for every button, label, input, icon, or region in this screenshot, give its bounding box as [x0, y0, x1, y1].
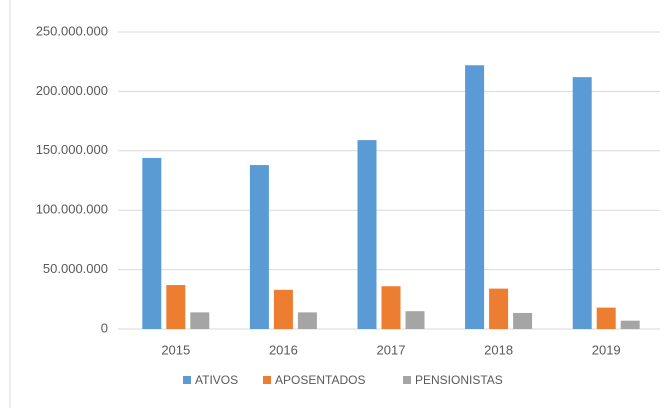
bar [297, 312, 317, 329]
bar [166, 285, 186, 329]
bar [357, 140, 377, 329]
bar [489, 288, 509, 329]
legend-label: ATIVOS [195, 373, 238, 387]
bar [249, 165, 269, 329]
bar [513, 312, 533, 329]
y-tick-label: 250.000.000 [36, 23, 108, 38]
legend-label: APOSENTADOS [275, 373, 365, 387]
bar [190, 312, 210, 329]
legend: ATIVOS APOSENTADOS PENSIONISTAS [183, 373, 503, 387]
y-tick-label: 100.000.000 [36, 202, 108, 217]
bar [381, 286, 401, 329]
bar [572, 77, 592, 329]
legend-swatch [183, 376, 191, 384]
y-tick-label: 150.000.000 [36, 142, 108, 157]
x-tick-label: 2015 [161, 342, 190, 357]
bar [142, 157, 162, 329]
bar [405, 311, 425, 329]
legend-swatch [263, 376, 271, 384]
x-tick-label: 2018 [484, 342, 513, 357]
x-tick-label: 2017 [377, 342, 406, 357]
bar [465, 65, 485, 329]
legend-swatch [403, 376, 411, 384]
legend-label: PENSIONISTAS [415, 373, 503, 387]
y-tick-label: 200.000.000 [36, 83, 108, 98]
y-tick-label: 50.000.000 [43, 261, 108, 276]
y-tick-label: 0 [101, 320, 108, 335]
x-tick-label: 2019 [592, 342, 621, 357]
bar [596, 307, 616, 329]
bar [273, 289, 293, 329]
x-tick-label: 2016 [269, 342, 298, 357]
bar [620, 320, 640, 329]
